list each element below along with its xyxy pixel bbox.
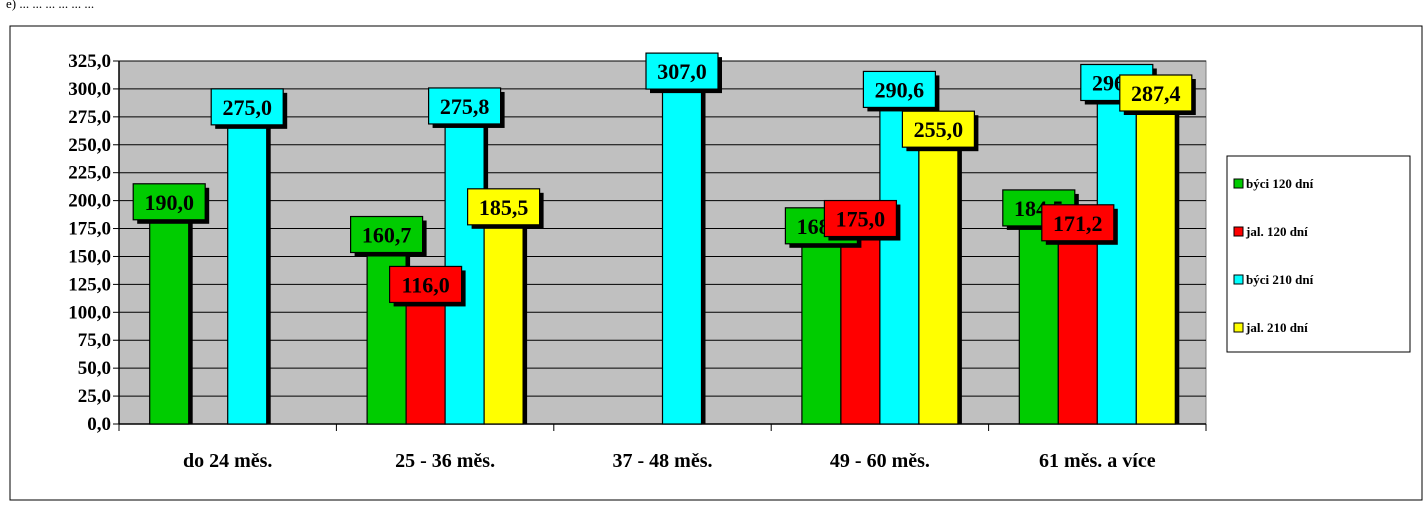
data-label-box [901,110,976,148]
legend-label: býci 210 dní [1246,272,1314,287]
data-label-box [350,215,424,254]
data-label: 275,0 [222,95,272,120]
y-tick-label: 300,0 [68,79,111,100]
data-label-box [823,199,898,238]
y-tick-label: 250,0 [68,135,111,156]
x-tick-label: 49 - 60 měs. [830,450,930,472]
y-tick-label: 150,0 [68,246,111,267]
legend-label: jal. 210 dní [1245,320,1308,335]
plot-area: 0,0 25,0 50,0 75,0 100,0 125,0 150,0 175,0 200,0… [68,51,1207,472]
bar [840,227,881,425]
bar [227,116,268,425]
y-tick-label: 100,0 [68,302,111,323]
legend-box [1226,155,1411,353]
bar [1096,91,1137,425]
header-fragment: e) ... ... ... ... ... ... [6,0,94,11]
legend-swatch [1233,274,1244,285]
data-label: 175,0 [836,207,886,232]
data-label-box [862,70,937,109]
y-tick-label: 50,0 [78,358,111,379]
data-label: 171,2 [1053,211,1103,236]
x-tick-label: 37 - 48 měs. [613,450,713,472]
data-label-box [389,265,463,304]
bar [483,216,524,425]
data-label-box [1119,74,1193,112]
legend-label: býci 120 dní [1246,176,1314,191]
y-tick-label: 175,0 [68,219,111,240]
y-tick-label: 125,0 [68,274,111,295]
y-tick-label: 75,0 [78,330,111,351]
bar [918,138,959,425]
legend: býci 120 dní jal. 120 dní býci 210 dní jal.… [1226,155,1411,353]
data-label: 116,0 [401,272,449,297]
data-label-box [645,52,719,90]
x-tick-label: 61 měs. a více [1039,450,1156,472]
data-label: 255,0 [914,117,964,142]
data-label-box [210,88,284,126]
data-label: 160,7 [362,223,412,248]
bar [661,80,703,425]
bar [1018,217,1059,425]
data-label: 275,8 [440,94,490,119]
y-tick-label: 225,0 [68,163,111,184]
data-label: 287,4 [1131,81,1181,106]
data-label-box [132,183,206,221]
data-label-box [467,188,541,226]
y-tick-label: 25,0 [78,386,111,407]
data-label: 307,0 [657,59,707,84]
legend-swatch [1233,322,1244,333]
y-tick-label: 325,0 [68,51,111,72]
legend-swatch [1233,226,1244,237]
x-tick-label: 25 - 36 měs. [395,450,495,472]
data-label-box [1041,204,1115,242]
bar [149,211,190,425]
bar [405,293,446,425]
data-label-box [428,87,502,125]
y-tick-label: 200,0 [68,191,111,212]
x-tick-label: do 24 měs. [183,450,272,472]
legend-label: jal. 120 dní [1245,224,1308,239]
data-label: 190,0 [144,190,194,215]
legend-swatch [1233,178,1244,189]
bar [879,98,920,425]
data-label: 185,5 [479,195,529,220]
y-tick-label: 0,0 [87,414,111,435]
bar [1135,102,1176,425]
data-label: 290,6 [875,77,925,102]
bar [801,235,842,425]
bar [1057,232,1098,425]
y-tick-label: 275,0 [68,107,111,128]
